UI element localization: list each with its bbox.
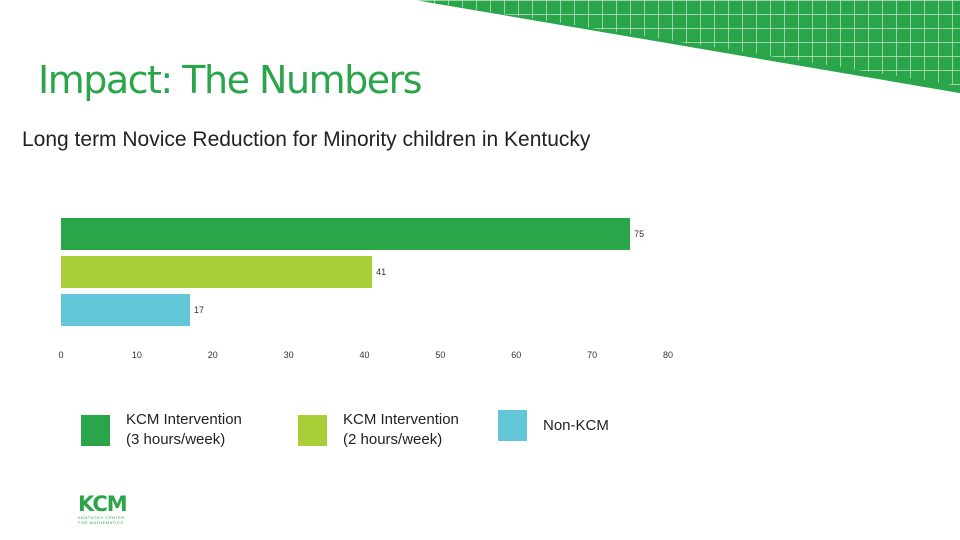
x-tick-label: 20 <box>208 350 218 360</box>
bar-0 <box>61 218 631 250</box>
bar-value-label: 75 <box>634 229 644 239</box>
chart-subtitle: Long term Novice Reduction for Minority … <box>22 128 591 151</box>
x-tick-label: 50 <box>435 350 445 360</box>
x-tick-label: 60 <box>511 350 521 360</box>
bar-value-label: 17 <box>194 305 204 315</box>
x-tick-label: 80 <box>663 350 673 360</box>
legend-item-kcm-2h: KCM Intervention (2 hours/week) <box>298 410 459 450</box>
legend-label: KCM Intervention (2 hours/week) <box>343 411 459 448</box>
page-title: Impact: The Numbers <box>38 58 423 102</box>
legend-swatch <box>81 414 110 446</box>
x-tick-label: 70 <box>587 350 597 360</box>
corner-stripe-banner <box>412 0 960 93</box>
x-tick-label: 30 <box>284 350 294 360</box>
x-tick-label: 40 <box>359 350 369 360</box>
x-tick-label: 10 <box>132 350 142 360</box>
legend-swatch <box>298 414 327 446</box>
logo-wordmark: KCM <box>78 492 128 516</box>
legend-item-non-kcm: Non-KCM <box>498 410 609 441</box>
legend-swatch <box>498 410 527 441</box>
bar-2 <box>61 294 190 326</box>
bar-1 <box>61 256 373 288</box>
logo-tagline: KENTUCKY CENTER FOR MATHEMATICS <box>78 515 125 525</box>
legend-label: Non-KCM <box>543 416 609 434</box>
kcm-logo: KCM KENTUCKY CENTER FOR MATHEMATICS <box>78 492 134 526</box>
bar-value-label: 41 <box>376 267 386 277</box>
bar-chart: 75 41 17 0 10 20 30 40 50 60 70 80 <box>58 218 673 360</box>
legend-label: KCM Intervention (3 hours/week) <box>126 411 242 448</box>
x-tick-label: 0 <box>58 350 63 360</box>
legend-item-kcm-3h: KCM Intervention (3 hours/week) <box>81 410 242 450</box>
